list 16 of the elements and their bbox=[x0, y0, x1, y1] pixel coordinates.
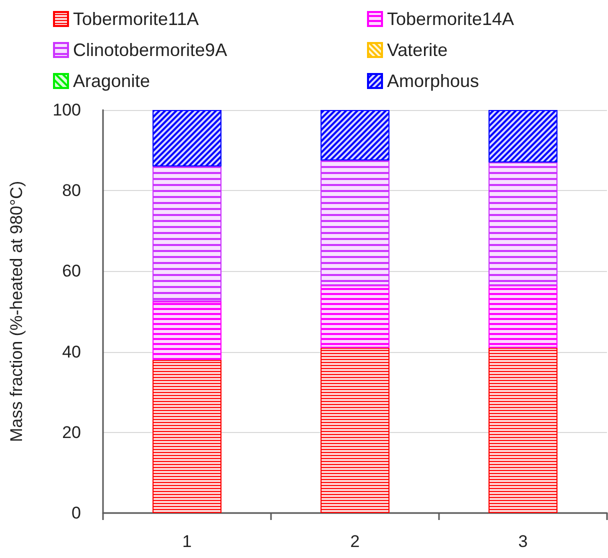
legend-label: Vaterite bbox=[387, 40, 448, 60]
x-tick-label: 3 bbox=[518, 532, 528, 551]
y-tick-label: 60 bbox=[62, 262, 81, 281]
x-tick-label: 2 bbox=[350, 532, 360, 551]
y-axis-title: Mass fraction (%-heated at 980°C) bbox=[7, 181, 26, 442]
legend-label: Tobermorite14A bbox=[387, 9, 514, 29]
x-tick-label: 1 bbox=[182, 532, 192, 551]
legend-label: Amorphous bbox=[387, 71, 480, 91]
y-tick-label: 40 bbox=[62, 342, 81, 362]
y-tick-label: 100 bbox=[52, 100, 81, 120]
y-tick-label: 20 bbox=[62, 422, 81, 442]
legend-label: Clinotobermorite9A bbox=[73, 40, 228, 60]
legend-label: Tobermorite11A bbox=[73, 9, 199, 29]
legend-label: Aragonite bbox=[73, 71, 150, 91]
y-tick-label: 80 bbox=[62, 181, 81, 200]
y-tick-label: 0 bbox=[72, 504, 81, 522]
